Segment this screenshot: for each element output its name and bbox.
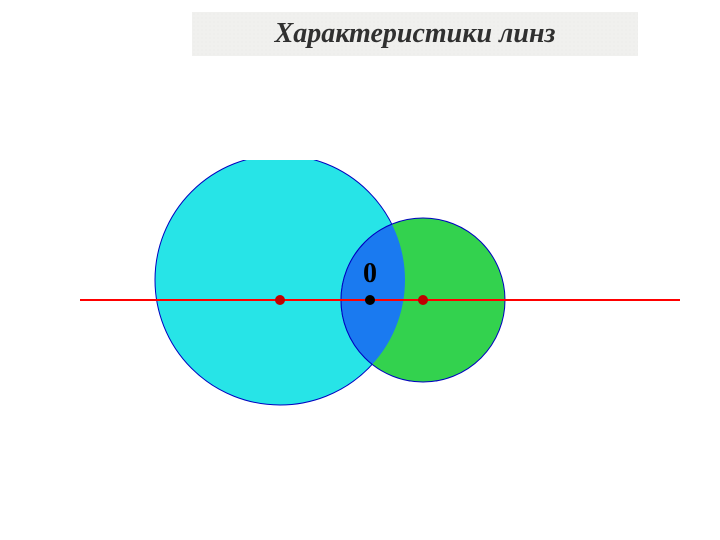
- page-title: Характеристики линз: [275, 18, 556, 50]
- lens-diagram: 0: [80, 160, 680, 440]
- center-point-left: [275, 295, 285, 305]
- label-zero: 0: [363, 258, 377, 290]
- center-point-right: [418, 295, 428, 305]
- title-band: Характеристики линз: [192, 12, 638, 56]
- lens-svg: [80, 160, 680, 440]
- center-point-lens: [365, 295, 375, 305]
